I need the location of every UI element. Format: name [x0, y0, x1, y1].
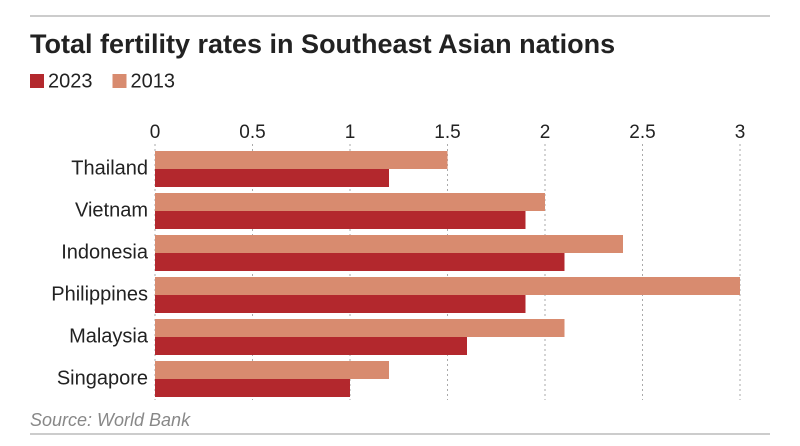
bar [155, 235, 623, 253]
x-tick-label: 2.5 [629, 122, 655, 143]
bar [155, 295, 526, 313]
y-tick-label: Singapore [57, 367, 148, 389]
bar [155, 319, 565, 337]
legend-label: 2013 [131, 70, 176, 92]
x-tick-label: 1 [345, 122, 356, 143]
x-tick-label: 3 [735, 122, 746, 143]
y-tick-label: Malaysia [69, 325, 149, 347]
bar [155, 169, 389, 187]
bar [155, 379, 350, 397]
x-tick-label: 0.5 [239, 122, 265, 143]
bar [155, 151, 448, 169]
legend-swatch [30, 74, 44, 88]
chart-title: Total fertility rates in Southeast Asian… [30, 29, 615, 59]
bar [155, 211, 526, 229]
y-tick-label: Thailand [71, 157, 148, 179]
bar [155, 193, 545, 211]
bar [155, 253, 565, 271]
source: Source: World Bank [30, 410, 191, 430]
y-tick-label: Vietnam [75, 199, 148, 221]
x-tick-label: 1.5 [434, 122, 460, 143]
bar [155, 361, 389, 379]
y-tick-label: Indonesia [61, 241, 149, 263]
y-tick-label: Philippines [51, 283, 148, 305]
legend-label: 2023 [48, 70, 93, 92]
bar [155, 337, 467, 355]
bar [155, 277, 740, 295]
x-tick-label: 2 [540, 122, 551, 143]
x-tick-label: 0 [150, 122, 161, 143]
legend-swatch [112, 74, 127, 88]
